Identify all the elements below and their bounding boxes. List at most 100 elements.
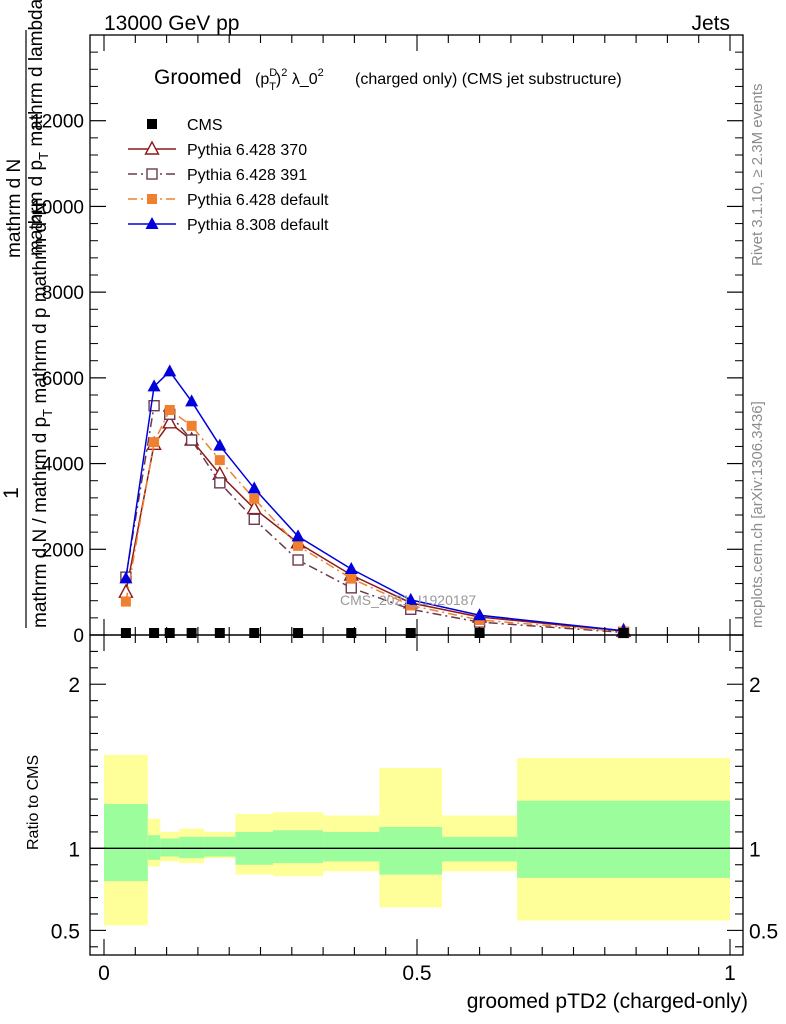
stat-uncertainty-band bbox=[379, 827, 443, 875]
legend-item: Pythia 6.428 370 bbox=[128, 140, 307, 159]
data-point bbox=[164, 405, 175, 415]
data-point bbox=[148, 400, 160, 412]
stat-uncertainty-band bbox=[160, 838, 180, 857]
data-point bbox=[164, 628, 175, 638]
data-point bbox=[346, 573, 357, 584]
ratio-y-tick-label: 2 bbox=[68, 674, 80, 697]
data-point bbox=[404, 592, 418, 605]
data-point bbox=[473, 608, 487, 621]
data-point bbox=[291, 529, 305, 542]
data-point bbox=[249, 493, 260, 504]
ratio-x-axis: 0 0.5 1 bbox=[98, 635, 736, 985]
legend-item: Pythia 6.428 391 bbox=[128, 167, 307, 184]
main-x-axis-ticks bbox=[103, 35, 731, 635]
data-point bbox=[118, 583, 134, 598]
x-tick-label: 1 bbox=[724, 962, 736, 985]
ratio-y-axis: 0.5 0.5 1 1 2 2 bbox=[51, 650, 778, 948]
chart-title-math: (pD T)2 λ_02 bbox=[255, 67, 324, 93]
main-y-axis-label: 1 mathrm d N / mathrm d pT mathrm d p ma… bbox=[0, 0, 55, 628]
chart-title-prefix: Groomed bbox=[154, 66, 242, 89]
stat-uncertainty-band bbox=[517, 800, 730, 878]
ratio-y-tick-label-right: 2 bbox=[749, 674, 761, 697]
analysis-watermark: CMS_2021_I1920187 bbox=[340, 592, 476, 608]
series-cms bbox=[120, 628, 629, 638]
ratio-uncertainty-bands bbox=[104, 754, 730, 926]
legend-label: Pythia 6.428 default bbox=[187, 192, 329, 209]
data-point bbox=[214, 628, 225, 638]
data-point bbox=[293, 628, 304, 638]
y-tick-label: 10000 bbox=[31, 197, 84, 218]
chart-title: Groomed bbox=[154, 66, 242, 89]
stat-uncertainty-band bbox=[204, 836, 236, 857]
y-tick-label: 12000 bbox=[31, 112, 84, 133]
data-point bbox=[163, 364, 177, 377]
data-point bbox=[214, 477, 226, 489]
legend-marker bbox=[147, 119, 157, 129]
legend-label: Pythia 6.428 370 bbox=[187, 142, 307, 159]
legend-label: CMS bbox=[187, 117, 223, 134]
stat-uncertainty-band bbox=[104, 804, 148, 882]
legend-marker bbox=[144, 140, 160, 155]
data-point bbox=[147, 379, 161, 392]
data-point bbox=[618, 628, 629, 638]
data-point bbox=[248, 513, 260, 525]
legend-marker bbox=[145, 217, 159, 229]
legend-item: CMS bbox=[147, 117, 223, 134]
mcplots-label: mcplots.cern.ch [arXiv:1306.3436] bbox=[749, 401, 766, 628]
data-point bbox=[185, 434, 198, 446]
series-pythia-8-308-default bbox=[119, 364, 631, 636]
data-point bbox=[346, 628, 357, 638]
data-point bbox=[186, 420, 197, 431]
data-point bbox=[405, 628, 416, 638]
legend-label: Pythia 6.428 391 bbox=[187, 167, 307, 184]
ratio-y-label: Ratio to CMS bbox=[25, 755, 42, 850]
data-point bbox=[149, 437, 160, 448]
legend-item: Pythia 8.308 default bbox=[128, 217, 329, 234]
x-tick-label: 0.5 bbox=[402, 962, 431, 985]
data-point bbox=[120, 628, 131, 638]
data-point bbox=[214, 455, 225, 466]
x-tick-label: 0 bbox=[98, 962, 110, 985]
data-point bbox=[249, 628, 260, 638]
y-tick-label: 6000 bbox=[42, 369, 84, 390]
y-label-lambda: mathrm d pT mathrm d lambda bbox=[26, 0, 51, 256]
legend: CMS Pythia 6.428 370 Pythia 6.428 391 Pythi… bbox=[128, 117, 329, 234]
legend-marker bbox=[147, 194, 157, 204]
ratio-y-tick-label: 1 bbox=[68, 838, 80, 861]
data-point bbox=[247, 481, 261, 494]
data-point bbox=[213, 438, 227, 451]
stat-uncertainty-band bbox=[273, 830, 324, 864]
stat-uncertainty-band bbox=[147, 835, 161, 860]
data-point bbox=[246, 500, 262, 515]
stat-uncertainty-band bbox=[179, 836, 205, 859]
data-point bbox=[405, 600, 416, 611]
ratio-y-tick-label-right: 1 bbox=[749, 838, 761, 861]
y-label-numerator: 1 bbox=[0, 487, 23, 499]
data-point bbox=[149, 628, 160, 638]
y-tick-label: 8000 bbox=[42, 283, 84, 304]
chart-title-suffix: (charged only) (CMS jet substructure) bbox=[355, 71, 622, 88]
data-point bbox=[119, 571, 133, 584]
stat-uncertainty-band bbox=[442, 836, 518, 862]
header-right: Jets bbox=[691, 12, 730, 35]
data-point bbox=[162, 414, 178, 429]
main-curves bbox=[118, 364, 632, 639]
legend-label: Pythia 8.308 default bbox=[187, 217, 329, 234]
x-axis-label: groomed pTD2 (charged-only) bbox=[467, 990, 748, 1013]
data-point bbox=[185, 394, 199, 407]
legend-marker bbox=[146, 168, 158, 180]
main-y-axis: 0 2000 4000 6000 8000 10000 12000 bbox=[31, 51, 743, 647]
data-point bbox=[293, 540, 304, 551]
y-tick-label: 2000 bbox=[42, 540, 84, 561]
y-label-denominator: mathrm d N / mathrm d pT mathrm d p math… bbox=[30, 202, 55, 628]
series-line bbox=[125, 408, 624, 633]
ratio-plot-panel: 0.5 0.51 12 2 0 0.5 1 Ratio to CMS groomed pT… bbox=[25, 634, 778, 1013]
legend-item: Pythia 6.428 default bbox=[128, 192, 329, 209]
data-point bbox=[292, 554, 304, 566]
ratio-y-tick-label: 0.5 bbox=[51, 920, 80, 943]
main-plot-panel: 0 2000 4000 6000 8000 10000 12000 Groomed (pD T… bbox=[0, 0, 744, 647]
ratio-y-tick-label-right: 0.5 bbox=[749, 920, 778, 943]
header-left: 13000 GeV pp bbox=[104, 12, 239, 35]
y-label-numerator-right: mathrm d N bbox=[4, 159, 25, 258]
